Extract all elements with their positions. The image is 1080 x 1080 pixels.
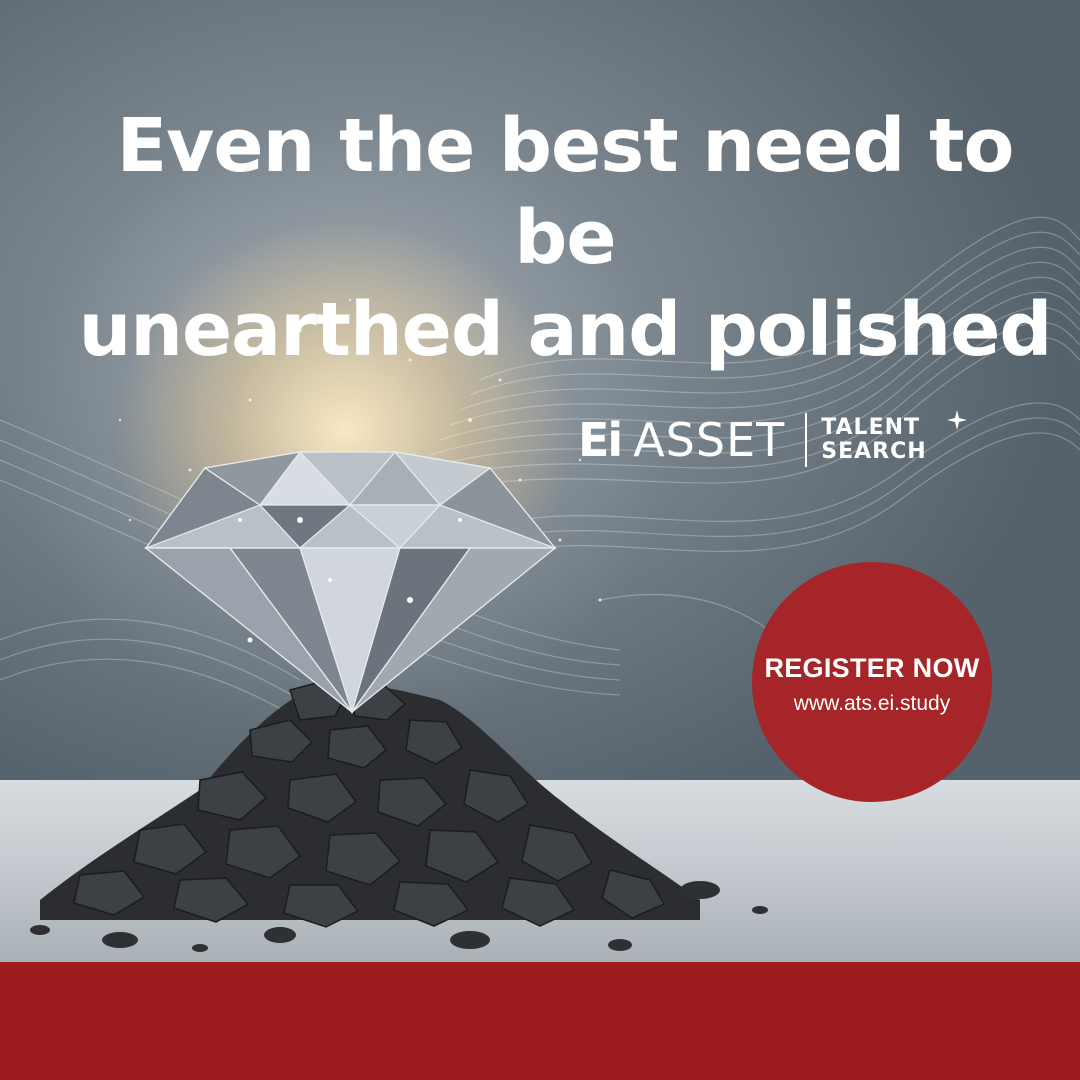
four-point-star-icon: [947, 410, 968, 430]
logo-talent: TALENT: [821, 415, 921, 440]
headline: Even the best need to be unearthed and p…: [60, 100, 1070, 376]
register-url[interactable]: www.ats.ei.study: [793, 691, 951, 715]
logo-asset: ASSET: [633, 413, 786, 467]
headline-line-2: unearthed and polished: [78, 287, 1053, 373]
diamond: [144, 451, 557, 715]
ei-asset-talent-search-logo: Ei ASSET TALENT SEARCH: [578, 400, 968, 480]
register-now-label: REGISTER NOW: [764, 652, 980, 683]
coal-pile: [30, 681, 768, 952]
logo-divider: [805, 413, 808, 467]
logo-search: SEARCH: [821, 439, 927, 464]
logo-talent-search: TALENT SEARCH: [821, 410, 968, 464]
logo-ei: Ei: [578, 413, 623, 467]
register-now-badge[interactable]: REGISTER NOW www.ats.ei.study: [752, 562, 992, 802]
footer-bar: [0, 962, 1080, 1080]
headline-line-1: Even the best need to be: [116, 103, 1015, 281]
